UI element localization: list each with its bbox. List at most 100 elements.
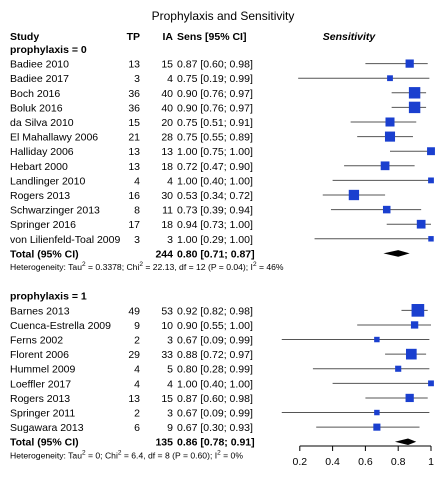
study-tp: 21 (128, 132, 140, 144)
study-estimate-marker (416, 219, 426, 229)
study-estimate-marker (374, 336, 380, 343)
study-ia: 40 (161, 102, 173, 114)
study-tp: 16 (128, 190, 140, 202)
study-tp: 3 (134, 73, 140, 85)
heterogeneity-superscript: 2 (253, 261, 257, 268)
study-estimate-marker (427, 147, 435, 156)
study-ia: 4 (167, 378, 173, 390)
study-sens-ci: 0.90 [0.55; 1.00] (177, 320, 253, 332)
study-estimate-marker (428, 380, 434, 387)
study-ia: 3 (167, 335, 173, 347)
study-name: Halliday 2006 (10, 146, 74, 158)
study-tp: 6 (134, 422, 140, 434)
study-ia: 10 (161, 320, 173, 332)
study-name: Ferns 2002 (10, 335, 63, 347)
study-ia: 5 (167, 364, 173, 376)
study-tp: 29 (128, 349, 140, 361)
study-sens-ci: 0.87 [0.60; 0.98] (177, 393, 253, 405)
study-ia: 3 (167, 408, 173, 420)
study-ia: 20 (161, 117, 173, 129)
heterogeneity-superscript: 2 (118, 449, 122, 456)
study-name: El Mahallawy 2006 (10, 132, 98, 144)
study-tp: 36 (128, 88, 140, 100)
study-ia: 4 (167, 175, 173, 187)
study-tp: 2 (134, 335, 140, 347)
study-name: Schwarzinger 2013 (10, 205, 100, 217)
study-ia: 9 (167, 422, 173, 434)
header-study: Study (10, 31, 39, 43)
heterogeneity-segment: = 0% (221, 450, 244, 460)
study-name: Rogers 2013 (10, 393, 70, 405)
study-sens-ci: 1.00 [0.29; 1.00] (177, 234, 253, 246)
x-tick-label: 0.6 (358, 456, 373, 468)
study-tp: 36 (128, 102, 140, 114)
study-sens-ci: 1.00 [0.40; 1.00] (177, 175, 253, 187)
study-sens-ci: 0.73 [0.39; 0.94] (177, 205, 253, 217)
study-estimate-marker (380, 161, 390, 171)
header-sensitivity: Sensitivity (323, 31, 377, 43)
study-sens-ci: 0.90 [0.76; 0.97] (177, 88, 253, 100)
study-name: Boluk 2016 (10, 102, 63, 114)
study-name: Hummel 2009 (10, 364, 76, 376)
heterogeneity-segment: = 22.13, df = 12 (P = 0.04); I (143, 262, 253, 272)
study-sens-ci: 0.53 [0.34; 0.72] (177, 190, 253, 202)
heterogeneity-text: Heterogeneity: Tau2 = 0.3378; Chi2 = 22.… (10, 261, 284, 272)
study-ia: 30 (161, 190, 173, 202)
study-sens-ci: 1.00 [0.75; 1.00] (177, 146, 253, 158)
study-sens-ci: 0.75 [0.51; 0.91] (177, 117, 253, 129)
study-ia: 18 (161, 219, 173, 231)
heterogeneity-segment: = 0.3378; Chi (86, 262, 140, 272)
heterogeneity-superscript: 2 (217, 449, 221, 456)
study-sens-ci: 0.92 [0.82; 0.98] (177, 305, 253, 317)
study-sens-ci: 1.00 [0.40; 1.00] (177, 378, 253, 390)
study-ia: 11 (162, 205, 173, 217)
pooled-estimate-diamond (383, 250, 410, 257)
study-sens-ci: 0.75 [0.55; 0.89] (177, 132, 253, 144)
study-sens-ci: 0.90 [0.76; 0.97] (177, 102, 253, 114)
study-estimate-marker (405, 59, 414, 68)
subgroup-label: prophylaxis = 1 (10, 291, 87, 303)
study-estimate-marker (373, 423, 381, 431)
study-tp: 9 (134, 320, 140, 332)
study-name: Springer 2016 (10, 219, 76, 231)
study-estimate-marker (374, 409, 380, 416)
study-name: Boch 2016 (10, 88, 60, 100)
total-ia: 244 (155, 248, 173, 260)
study-estimate-marker (428, 236, 434, 242)
study-estimate-marker (410, 321, 419, 329)
total-label: Total (95% CI) (10, 437, 79, 449)
heterogeneity-superscript: 2 (82, 261, 86, 268)
study-name: Springer 2011 (10, 408, 75, 420)
study-tp: 2 (134, 408, 140, 420)
study-tp: 49 (128, 305, 140, 317)
x-tick-label: 0.4 (325, 456, 340, 468)
study-estimate-marker (387, 75, 393, 82)
study-estimate-marker (382, 205, 391, 214)
header-sens: Sens [95% CI] (177, 31, 246, 43)
study-ia: 15 (161, 393, 173, 405)
study-ia: 28 (161, 132, 173, 144)
study-estimate-marker (408, 101, 421, 114)
heterogeneity-segment: Heterogeneity: Tau (10, 450, 82, 460)
chart-title: Prophylaxis and Sensitivity (152, 9, 295, 23)
subgroup-label: prophylaxis = 0 (10, 44, 87, 56)
total-label: Total (95% CI) (10, 248, 79, 260)
study-tp: 3 (134, 234, 140, 246)
study-name: Barnes 2013 (10, 305, 70, 317)
study-sens-ci: 0.67 [0.30; 0.93] (177, 422, 253, 434)
study-tp: 13 (128, 146, 140, 158)
study-name: Cuenca-Estrella 2009 (10, 320, 111, 332)
total-sens-ci: 0.80 [0.71; 0.87] (177, 248, 255, 260)
total-ia: 135 (155, 437, 173, 449)
study-tp: 17 (128, 219, 140, 231)
study-sens-ci: 0.67 [0.09; 0.99] (177, 335, 253, 347)
pooled-estimate-diamond (394, 438, 417, 446)
study-estimate-marker (384, 131, 396, 142)
study-ia: 4 (167, 73, 173, 85)
study-sens-ci: 0.94 [0.73; 1.00] (177, 219, 253, 231)
study-name: Badiee 2017 (10, 73, 69, 85)
study-name: Sugawara 2013 (10, 422, 84, 434)
total-sens-ci: 0.86 [0.78; 0.91] (177, 437, 255, 449)
study-name: Rogers 2013 (10, 190, 70, 202)
